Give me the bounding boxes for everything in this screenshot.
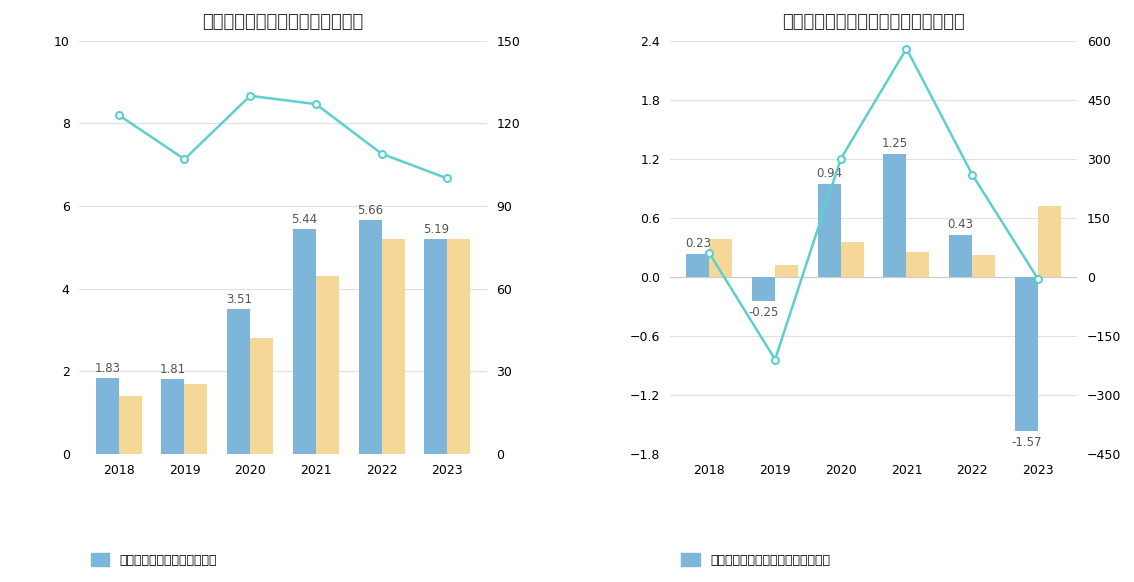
Bar [251, 338, 273, 454]
Bar [447, 239, 471, 454]
Bar [1038, 206, 1061, 277]
Text: 5.19: 5.19 [423, 223, 449, 236]
Text: -0.25: -0.25 [748, 306, 779, 320]
Bar [686, 254, 710, 277]
Text: -1.57: -1.57 [1012, 436, 1042, 449]
Title: 历年经营现金流净额、归母净利润情况: 历年经营现金流净额、归母净利润情况 [782, 13, 965, 31]
Bar [316, 276, 339, 454]
Text: 0.23: 0.23 [685, 237, 711, 250]
Text: 1.81: 1.81 [160, 363, 186, 376]
Bar [381, 239, 405, 454]
Bar [906, 252, 930, 277]
Bar [424, 240, 447, 454]
Bar [119, 396, 142, 454]
Bar [185, 384, 208, 454]
Bar [752, 277, 776, 301]
Text: 3.51: 3.51 [226, 293, 252, 306]
Bar [1015, 277, 1038, 431]
Bar [293, 229, 316, 454]
Bar [840, 243, 864, 277]
Bar [883, 154, 906, 277]
Bar [227, 309, 251, 454]
Bar [95, 378, 119, 454]
Bar [818, 184, 840, 277]
Bar [710, 239, 733, 277]
Bar [358, 220, 381, 454]
Bar [972, 255, 996, 277]
Text: 5.66: 5.66 [357, 204, 383, 217]
Title: 历年经营现金流入、营业收入情况: 历年经营现金流入、营业收入情况 [202, 13, 364, 31]
Text: 0.43: 0.43 [948, 218, 974, 230]
Text: 0.94: 0.94 [816, 168, 843, 180]
Bar [161, 379, 185, 454]
Bar [949, 235, 972, 277]
Text: 5.44: 5.44 [291, 213, 318, 226]
Text: 1.25: 1.25 [882, 137, 908, 150]
Text: 1.83: 1.83 [94, 362, 120, 375]
Bar [776, 265, 798, 277]
